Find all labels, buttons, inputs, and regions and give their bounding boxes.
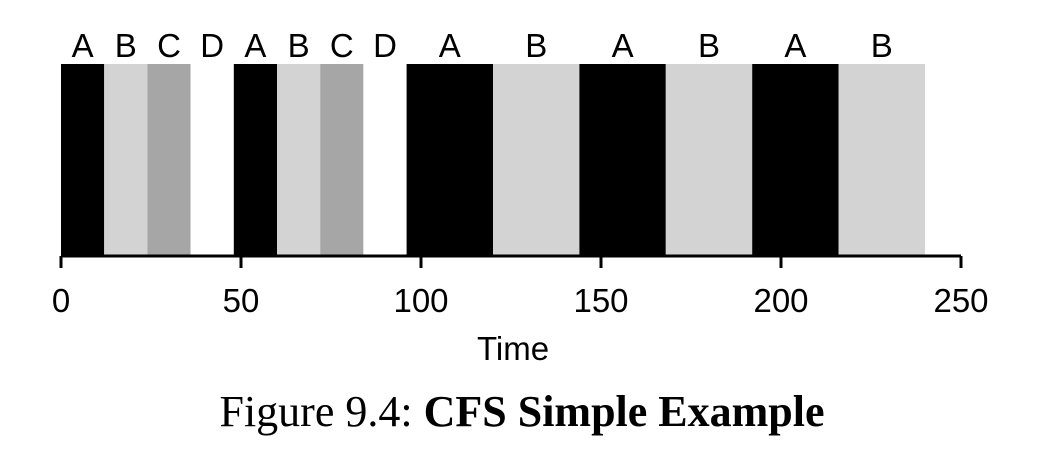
x-axis-tick-label: 50 [223,282,260,319]
segment-bar-a [579,64,666,256]
segment-label: B [288,27,310,64]
x-axis-tick-label: 0 [52,282,70,319]
segment-label: B [698,27,720,64]
segment-bar-b [665,64,753,256]
segment-bar-c [320,64,364,256]
segment-bar-b [838,64,925,256]
segment-label: A [72,27,94,64]
segment-label: C [157,27,181,64]
x-axis-tick-label: 150 [573,282,628,319]
segment-label: B [525,27,547,64]
caption-prefix: Figure 9.4: [219,387,413,436]
segment-bar-a [406,64,493,256]
x-axis-tick-label: 100 [393,282,448,319]
segment-bar-d [190,64,234,256]
segment-bar-c [147,64,191,256]
caption-title: CFS Simple Example [423,387,825,436]
segment-bar-b [104,64,148,256]
segment-label: A [612,27,634,64]
segment-bar-d [363,64,407,256]
x-axis-tick-label: 250 [933,282,988,319]
segment-bar-b [493,64,580,256]
figure-caption: Figure 9.4: CFS Simple Example [0,382,1044,442]
x-axis-tick-label: 200 [753,282,808,319]
segment-label: B [871,27,893,64]
segment-label: B [115,27,137,64]
segment-label: C [330,27,354,64]
segment-bar-a [752,64,839,256]
segment-label: A [784,27,806,64]
segment-label: D [200,27,224,64]
segment-label: A [244,27,266,64]
segment-label: A [439,27,461,64]
segment-bar-a [61,64,105,256]
segment-bar-a [233,64,277,256]
x-axis-label: Time [477,330,549,367]
segment-label: D [373,27,397,64]
segment-bar-b [277,64,321,256]
